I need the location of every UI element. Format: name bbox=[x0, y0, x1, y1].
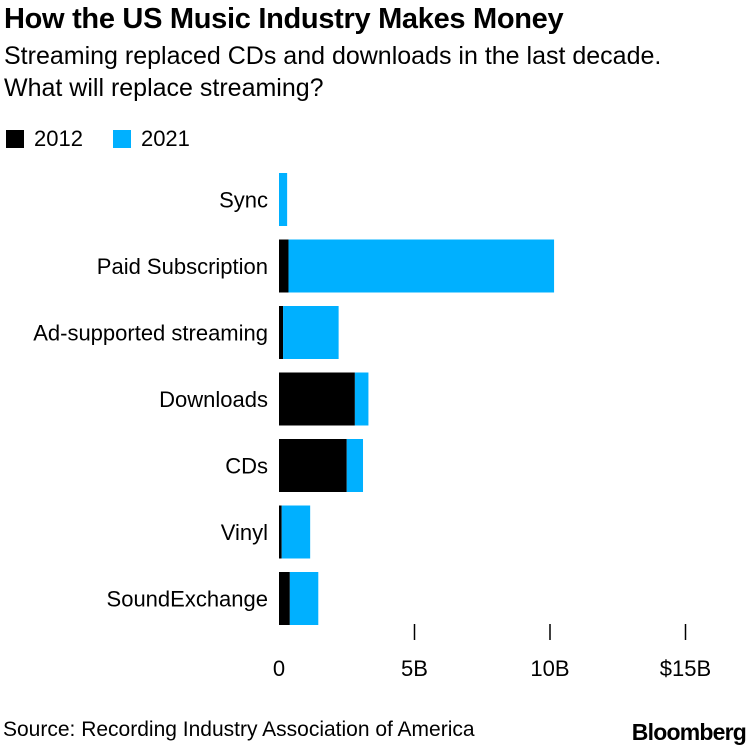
legend-swatch-2012 bbox=[6, 130, 24, 148]
legend-label-2012: 2012 bbox=[34, 126, 83, 151]
bar-cds-2021 bbox=[346, 439, 364, 492]
bloomberg-logo: Bloomberg bbox=[631, 719, 747, 745]
legend: 2012 2021 bbox=[6, 126, 220, 152]
category-label-ad-supported-streaming: Ad-supported streaming bbox=[33, 321, 268, 346]
bar-downloads-2012 bbox=[279, 372, 355, 426]
bar-vinyl-2021 bbox=[281, 505, 311, 559]
bar-soundexchange-2012 bbox=[279, 572, 290, 625]
category-label-downloads: Downloads bbox=[159, 387, 268, 412]
chart-title: How the US Music Industry Makes Money bbox=[4, 3, 564, 35]
legend-swatch-2021 bbox=[112, 130, 131, 148]
bar-ad-supported-streaming-2012 bbox=[279, 306, 284, 359]
legend-item-2021: 2021 bbox=[112, 126, 190, 152]
category-label-paid-subscription: Paid Subscription bbox=[97, 254, 268, 279]
bar-downloads-2021 bbox=[354, 372, 369, 426]
x-tick-label-15b: $15B bbox=[660, 656, 711, 681]
bar-vinyl-2012 bbox=[279, 505, 282, 559]
category-label-soundexchange: SoundExchange bbox=[107, 587, 268, 612]
source-note: Source: Recording Industry Association o… bbox=[3, 718, 475, 741]
bar-soundexchange-2021 bbox=[289, 572, 319, 625]
bar-paid-subscription-2021 bbox=[288, 239, 555, 293]
category-label-cds: CDs bbox=[225, 454, 268, 479]
legend-item-2012: 2012 bbox=[6, 126, 83, 152]
bar-chart: Sync Paid Subscription Ad-supported stream… bbox=[33, 173, 711, 681]
bar-paid-subscription-2012 bbox=[279, 239, 289, 293]
x-tick-label-5b: 5B bbox=[401, 656, 428, 681]
bar-cds-2012 bbox=[279, 439, 347, 492]
category-label-sync: Sync bbox=[219, 188, 268, 213]
chart-subtitle: Streaming replaced CDs and downloads in … bbox=[4, 42, 662, 102]
category-label-vinyl: Vinyl bbox=[221, 520, 268, 545]
legend-label-2021: 2021 bbox=[140, 126, 190, 151]
bar-ad-supported-streaming-2021 bbox=[283, 306, 339, 359]
bar-sync-2021 bbox=[279, 173, 288, 226]
x-tick-label-0: 0 bbox=[273, 656, 285, 681]
x-tick-label-10b: 10B bbox=[530, 656, 569, 681]
